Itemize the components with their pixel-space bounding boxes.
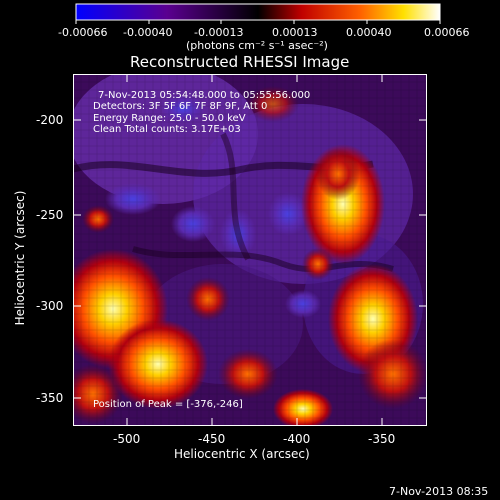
y-tick-label: -300 <box>36 299 64 313</box>
x-tick-label: -500 <box>113 432 141 446</box>
x-tick-label: -400 <box>283 432 311 446</box>
colorbar-tick-label: -0.00013 <box>194 26 244 39</box>
y-tick-label: -350 <box>36 391 64 405</box>
colorbar-gradient <box>75 3 441 21</box>
info-line-time-range: 7-Nov-2013 05:54:48.000 to 05:55:56.000 <box>98 90 311 101</box>
x-tick-label: -450 <box>198 432 226 446</box>
info-line-energy: Energy Range: 25.0 - 50.0 keV <box>93 113 246 124</box>
colorbar-tick-label: 0.00013 <box>272 26 318 39</box>
y-tick-label: -200 <box>36 113 64 127</box>
plot-title: Reconstructed RHESSI Image <box>130 53 350 71</box>
x-tick-label: -350 <box>368 432 396 446</box>
colorbar-tick-label: -0.00066 <box>58 26 108 39</box>
footer-timestamp: 7-Nov-2013 08:35 <box>389 485 489 498</box>
colorbar <box>75 3 441 24</box>
colorbar-tick-label: 0.00040 <box>346 26 392 39</box>
info-line-clean: Clean Total counts: 3.17E+03 <box>93 124 241 135</box>
rhessi-image <box>73 74 427 426</box>
colorbar-unit-label: (photons cm⁻² s⁻¹ asec⁻²) <box>186 39 328 52</box>
info-line-detectors: Detectors: 3F 5F 6F 7F 8F 9F, Att 0 <box>93 101 268 112</box>
colorbar-tick-label: -0.00040 <box>123 26 173 39</box>
y-axis-label: Heliocentric Y (arcsec) <box>13 190 27 326</box>
colorbar-tick-label: 0.00066 <box>424 26 470 39</box>
peak-position-text: Position of Peak = [-376,-246] <box>93 399 243 410</box>
x-axis-label: Heliocentric X (arcsec) <box>174 447 310 461</box>
y-tick-label: -250 <box>36 208 64 222</box>
